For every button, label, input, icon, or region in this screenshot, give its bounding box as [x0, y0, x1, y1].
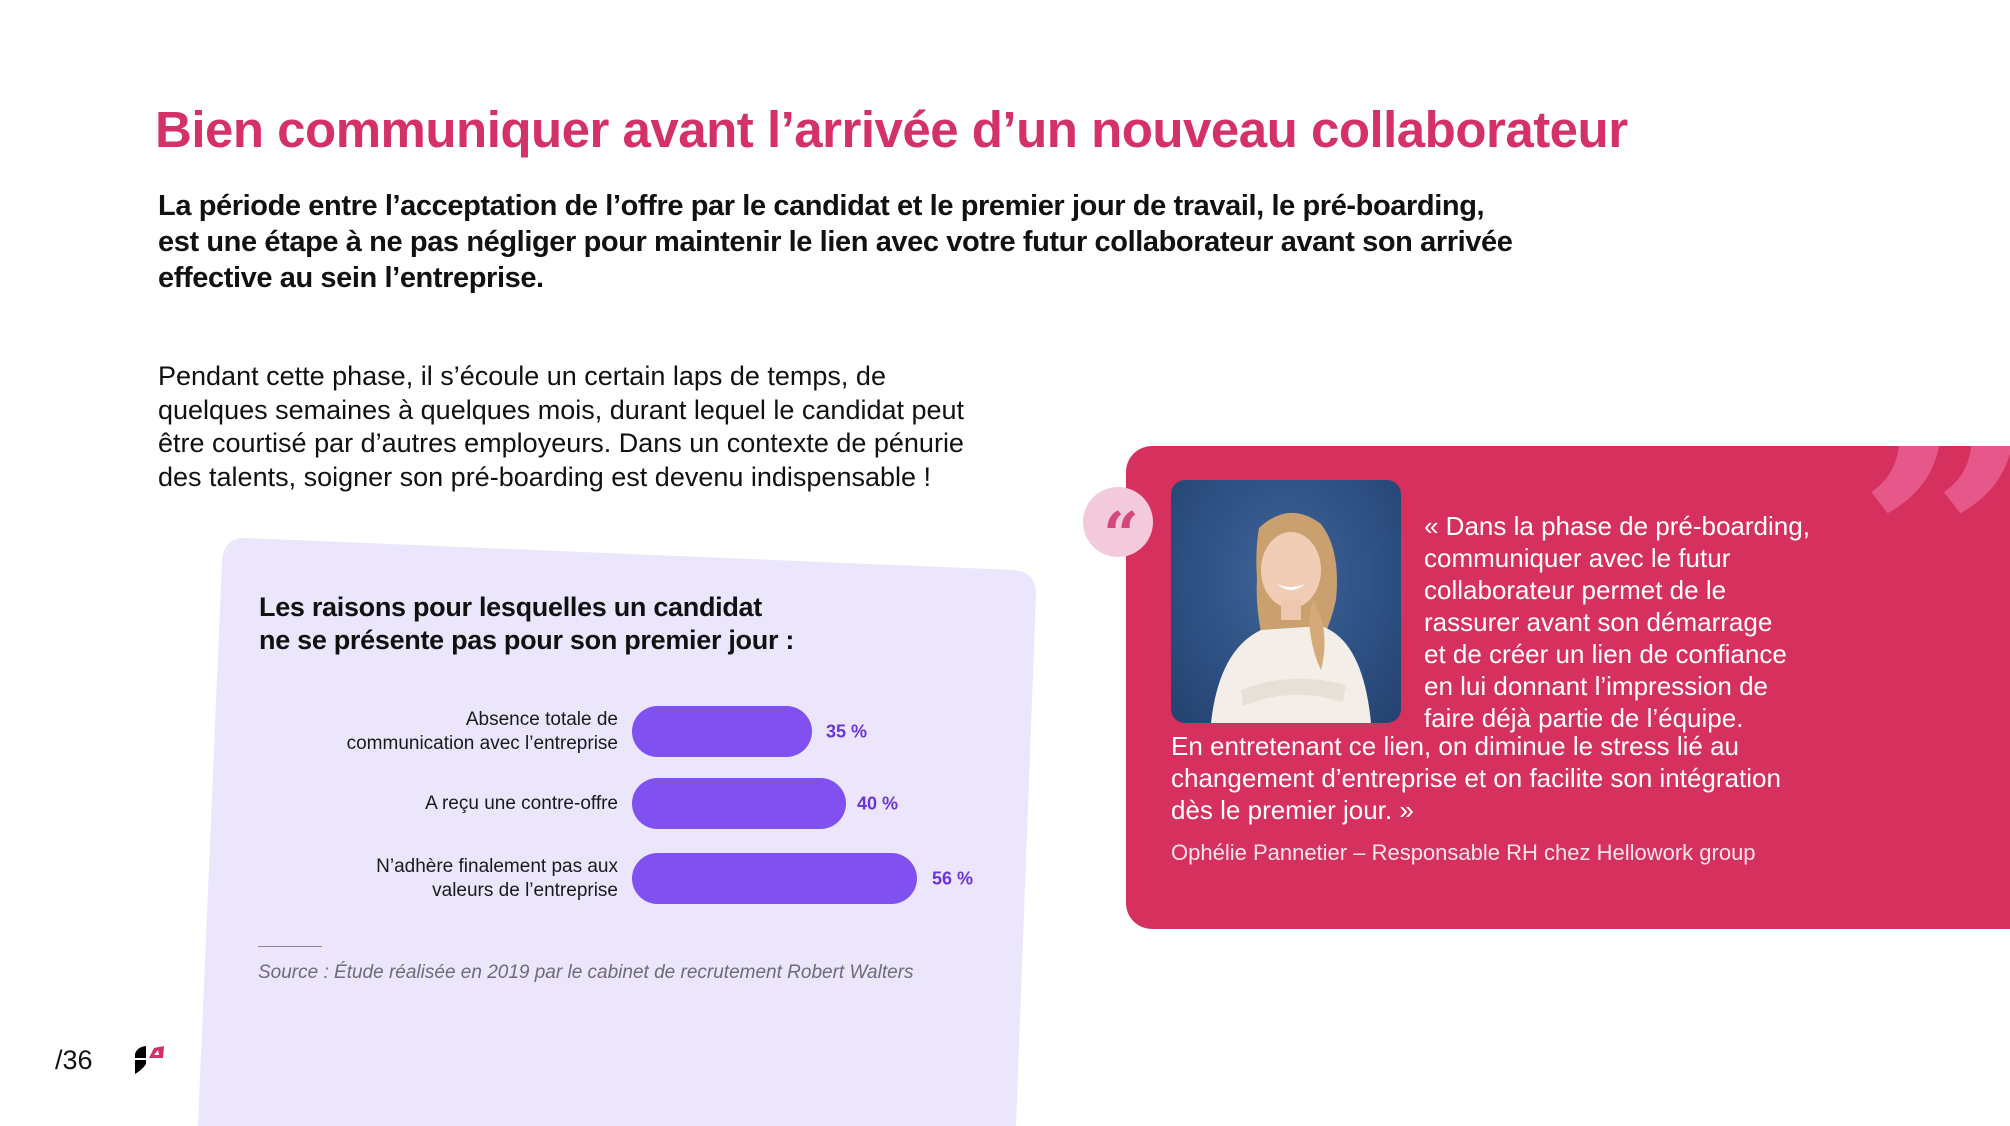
quote-text-continued: En entretenant ce lien, on diminue le st… — [1171, 730, 1781, 826]
source-note: Source : Étude réalisée en 2019 par le c… — [258, 962, 914, 983]
lead-paragraph: La période entre l’acceptation de l’offr… — [158, 188, 1638, 296]
quote-text: « Dans la phase de pré-boarding, communi… — [1424, 510, 1810, 734]
quote-line: rassurer avant son démarrage — [1424, 607, 1773, 637]
bar-row: N’adhère finalement pas aux valeurs de l… — [250, 853, 1010, 905]
author-photo — [1171, 480, 1401, 723]
quote-line: « Dans la phase de pré-boarding, — [1424, 511, 1810, 541]
quote-author: Ophélie Pannetier – Responsable RH chez … — [1171, 840, 1756, 865]
quote-line: communiquer avec le futur — [1424, 543, 1731, 573]
quote-line: dès le premier jour. » — [1171, 795, 1414, 825]
closing-quote-icon: ” — [1856, 446, 2010, 731]
intro-paragraph: Pendant cette phase, il s’écoule un cert… — [158, 360, 1038, 494]
bar-value: 40 % — [857, 793, 899, 814]
intro-line: quelques semaines à quelques mois, duran… — [158, 394, 965, 425]
page-number: /36 — [55, 1045, 93, 1075]
bar-row: Absence totale de communication avec l’e… — [250, 706, 1010, 758]
chart-title-line: Les raisons pour lesquelles un candidat — [259, 592, 762, 622]
quote-line: en lui donnant l’impression de — [1424, 671, 1768, 701]
bar-label-line: N’adhère finalement pas aux — [376, 856, 618, 877]
bar-label: A reçu une contre-offre — [425, 792, 618, 816]
quote-line: et de créer un lien de confiance — [1424, 639, 1787, 669]
quote-line: collaborateur permet de le — [1424, 575, 1727, 605]
lead-line: La période entre l’acceptation de l’offr… — [158, 190, 1485, 222]
intro-line: des talents, soigner son pré-boarding es… — [158, 461, 932, 492]
intro-line: Pendant cette phase, il s’écoule un cert… — [158, 361, 886, 391]
page-title: Bien communiquer avant l’arrivée d’un no… — [155, 101, 1628, 158]
brand-logo-icon — [135, 1046, 164, 1074]
chart-title-line: ne se présente pas pour son premier jour… — [259, 625, 795, 655]
bar-row: A reçu une contre-offre 40 % — [250, 778, 1010, 830]
bar — [632, 853, 917, 904]
bar-label: Absence totale de communication avec l’e… — [347, 708, 618, 756]
bar-label-line: Absence totale de — [465, 709, 618, 730]
chart-title: Les raisons pour lesquelles un candidat … — [259, 591, 794, 657]
bar-label: N’adhère finalement pas aux valeurs de l… — [376, 855, 618, 903]
bar-value: 35 % — [826, 721, 868, 742]
opening-quote-icon: “ — [1103, 498, 1139, 571]
source-divider — [258, 946, 322, 947]
lead-line: est une étape à ne pas négliger pour mai… — [158, 226, 1513, 258]
quote-line: faire déjà partie de l’équipe. — [1424, 703, 1744, 733]
bar — [632, 778, 846, 829]
quote-line: En entretenant ce lien, on diminue le st… — [1171, 731, 1740, 761]
intro-line: être courtisé par d’autres employeurs. D… — [158, 428, 964, 458]
bar-label-line: communication avec l’entreprise — [346, 733, 618, 754]
bar-label-line: valeurs de l’entreprise — [432, 880, 618, 901]
quote-line: changement d’entreprise et on facilite s… — [1171, 763, 1781, 793]
quote-badge: “ — [1083, 487, 1153, 566]
bar-label-line: A reçu une contre-offre — [425, 793, 618, 814]
lead-line: effective au sein l’entreprise. — [158, 262, 544, 294]
bar-value: 56 % — [932, 868, 974, 889]
portrait-illustration — [1211, 512, 1371, 723]
bar — [632, 706, 812, 757]
